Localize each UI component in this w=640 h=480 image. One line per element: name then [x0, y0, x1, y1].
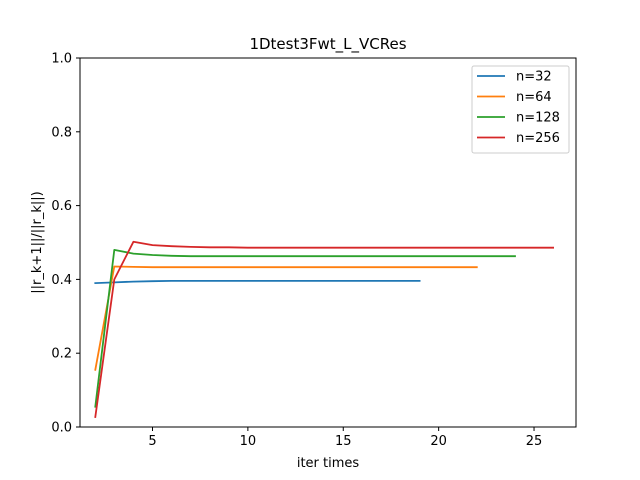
plot-frame [79, 57, 577, 428]
y-axis-ticks: 0.0 0.2 0.4 0.6 0.8 1.0 [51, 52, 80, 436]
chart-title: 1Dtest3Fwt_L_VCRes [249, 35, 406, 54]
x-tick-label: 25 [526, 434, 543, 449]
x-tick-label: 15 [335, 434, 352, 449]
y-tick-label: 0.8 [51, 125, 72, 140]
series-layer [94, 240, 554, 419]
y-tick-label: 0.0 [51, 421, 72, 436]
legend-label: n=256 [516, 131, 560, 146]
series-line-n-32 [94, 279, 421, 285]
x-tick-label: 10 [240, 434, 257, 449]
x-tick-label: 5 [148, 434, 156, 449]
legend-label: n=32 [516, 70, 552, 85]
series-line-n-64 [94, 265, 478, 371]
y-axis-label: ||r_k+1||/||r_k||) [30, 191, 45, 293]
legend: n=32 n=64 n=128 n=256 [471, 65, 570, 154]
series-line-n-256 [94, 240, 554, 419]
legend-label: n=128 [516, 111, 560, 126]
y-tick-label: 0.2 [51, 347, 72, 362]
legend-frame [471, 65, 570, 154]
legend-label: n=64 [516, 90, 552, 105]
x-axis-label: iter times [297, 456, 360, 471]
x-axis-ticks: 5 10 15 20 25 [148, 427, 542, 449]
series-line-n-128 [94, 248, 516, 408]
x-tick-label: 20 [430, 434, 447, 449]
y-tick-label: 0.6 [51, 199, 72, 214]
y-tick-label: 0.4 [51, 273, 72, 288]
y-tick-label: 1.0 [51, 52, 72, 67]
